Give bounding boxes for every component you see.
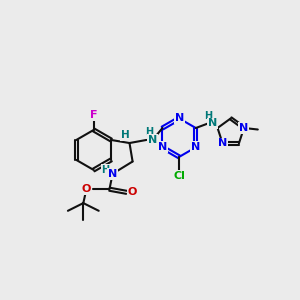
Text: H: H [146, 127, 154, 137]
Text: O: O [128, 187, 137, 197]
Text: N: N [108, 169, 117, 179]
Text: N: N [218, 139, 227, 148]
Text: Cl: Cl [173, 171, 185, 181]
Text: F: F [90, 110, 98, 120]
Text: H: H [204, 111, 212, 121]
Text: N: N [191, 142, 200, 152]
Text: N: N [158, 142, 167, 152]
Text: H: H [102, 165, 110, 175]
Text: N: N [208, 118, 218, 128]
Text: N: N [239, 123, 249, 133]
Text: H: H [121, 130, 130, 140]
Text: N: N [175, 113, 184, 123]
Text: N: N [148, 135, 157, 145]
Text: O: O [82, 184, 91, 194]
